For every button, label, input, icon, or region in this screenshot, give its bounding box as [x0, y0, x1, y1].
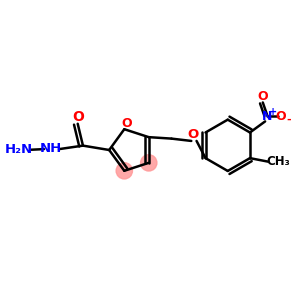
Text: O: O — [187, 128, 198, 141]
Text: O: O — [72, 110, 84, 124]
Text: O: O — [276, 110, 286, 123]
Text: +: + — [269, 107, 277, 117]
Text: O: O — [121, 117, 132, 130]
Circle shape — [141, 155, 157, 171]
Text: -: - — [286, 115, 291, 125]
Circle shape — [116, 163, 133, 179]
Text: NH: NH — [40, 142, 62, 155]
Text: O: O — [257, 90, 268, 103]
Text: N: N — [262, 110, 272, 123]
Text: H₂N: H₂N — [5, 142, 33, 156]
Text: CH₃: CH₃ — [266, 155, 290, 168]
